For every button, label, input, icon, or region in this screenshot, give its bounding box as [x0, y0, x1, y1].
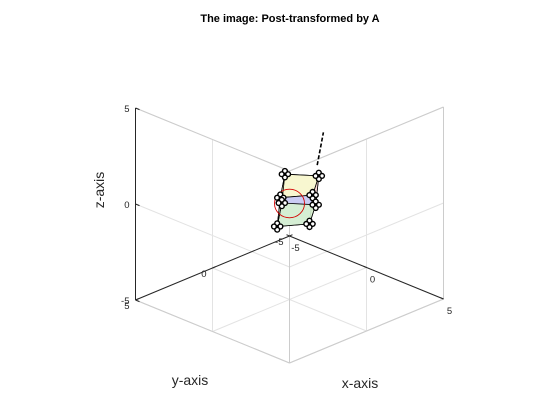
y-tick-label: 0 [201, 269, 206, 280]
y-tick [212, 266, 216, 269]
y-tick [135, 298, 139, 301]
unit-circle [274, 188, 305, 219]
z-tick-label: -5 [121, 296, 129, 307]
marker-center [311, 193, 315, 197]
transformed-shape [270, 132, 326, 233]
y-tick-label: -5 [275, 237, 283, 248]
grid-line [289, 202, 444, 268]
z-tick-label: 5 [124, 104, 129, 115]
z-tick [135, 107, 140, 111]
x-axis-label: x-axis [342, 375, 379, 391]
y-axis-label: y-axis [172, 372, 209, 388]
vertex-marker [306, 188, 319, 202]
marker-center [317, 174, 321, 178]
grid-line [135, 203, 290, 268]
vertex-marker [270, 220, 284, 233]
direction-vector [316, 132, 325, 166]
chart-title: The image: Post-transformed by A [200, 13, 379, 25]
pane-edge [135, 107, 290, 172]
y-tick [289, 234, 293, 237]
x-tick-label: 5 [447, 306, 452, 317]
marker-center [283, 172, 287, 176]
pane-edge [289, 106, 444, 172]
x-tick [286, 234, 290, 237]
vertex-marker [303, 217, 316, 231]
x-tick-label: 0 [370, 275, 375, 286]
z-tick [135, 299, 140, 303]
vertex-marker [309, 198, 323, 212]
vertex-marker [275, 196, 289, 210]
y-tick-label: 5 [124, 301, 129, 312]
x-tick [363, 265, 367, 268]
axes-box [135, 106, 444, 364]
vertex-marker [278, 167, 292, 181]
marker-center [275, 224, 279, 229]
tick-labels: -505-505-505 [121, 104, 452, 317]
pane-edge [289, 298, 444, 364]
z-tick-label: 0 [124, 200, 129, 211]
marker-center [314, 203, 318, 207]
marker-center [280, 201, 284, 205]
marker-center [307, 222, 312, 226]
pane-edge [135, 299, 290, 364]
x-tick [440, 297, 444, 300]
z-axis-label: z-axis [91, 172, 107, 209]
vertex-marker [312, 169, 326, 183]
z-tick [135, 203, 140, 207]
x-tick-label: -5 [291, 243, 299, 254]
